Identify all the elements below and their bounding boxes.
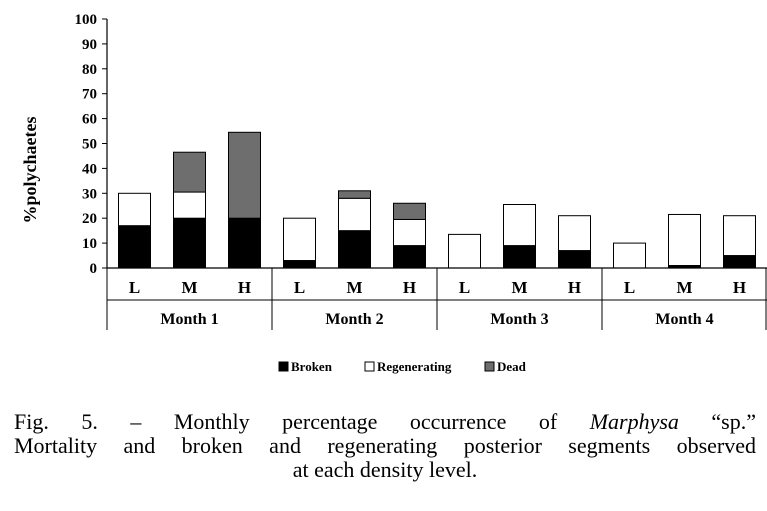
bar-segment-dead [338,190,371,199]
bar-segment-broken [118,225,151,269]
bar-segment-broken [173,217,206,269]
bar-segment-dead [228,131,261,219]
bar-segment-regenerating [723,215,756,257]
x-tick-label: H [238,278,251,297]
y-tick-label: 40 [82,161,97,177]
caption-text: Fig. 5. – Monthly percentage occurrence … [14,409,590,434]
bar-segment-dead [173,151,206,193]
y-tick-label: 20 [82,211,97,227]
bar-segment-regenerating [338,197,371,232]
bar-segment-broken [558,250,591,269]
bar-segment-regenerating [393,218,426,247]
legend: Broken Regenerating Dead [278,359,527,374]
x-tick-label: H [403,278,416,297]
bar-segment-dead [393,202,426,220]
bar-segment-broken [503,245,536,269]
bar-segment-regenerating [503,204,536,247]
legend-label: Broken [291,359,333,374]
y-axis-label: %polychaetes [20,117,40,224]
x-group-label: Month 3 [490,311,548,328]
bar-segment-regenerating [448,233,481,269]
x-tick-label: M [181,278,197,297]
y-tick-label: 90 [82,37,97,53]
y-tick-label: 80 [82,62,97,78]
legend-swatch-dead [484,361,495,372]
caption-text: “sp.” [678,409,756,434]
x-tick-label: L [129,278,140,297]
legend-swatch-regenerating [364,361,375,372]
bar-segment-regenerating [173,191,206,219]
legend-swatch-broken [278,361,289,372]
x-tick-label: M [346,278,362,297]
y-tick-label: 30 [82,186,97,202]
bar-segment-regenerating [118,192,151,227]
x-tick-label: L [624,278,635,297]
x-group-label: Month 4 [655,311,713,328]
x-tick-label: L [459,278,470,297]
bar-segment-regenerating [558,215,591,252]
y-axis: 0 10 20 30 40 50 60 70 80 90 100 [75,12,108,277]
x-tick-label: H [568,278,581,297]
bar-segment-broken [283,260,316,269]
legend-label: Regenerating [377,359,452,374]
caption-species: Marphysa [589,409,679,434]
caption-line-2: Mortality and broken and regenerating po… [14,433,756,458]
y-tick-label: 10 [82,236,97,252]
bar-segment-broken [228,217,261,269]
bar-segment-broken [723,255,756,269]
stacked-bar-chart: 0 10 20 30 40 50 60 70 80 90 100 L M H L M H L M H L M H Month… [20,12,767,374]
bars [118,131,756,269]
x-tick-label: M [511,278,527,297]
x-tick-label: M [676,278,692,297]
bar-segment-broken [338,230,371,269]
x-group-label: Month 2 [325,311,383,328]
bar-segment-broken [393,245,426,269]
y-tick-label: 100 [75,12,98,28]
figure-caption: Fig. 5. – Monthly percentage occurrence … [14,410,756,482]
y-tick-label: 50 [82,137,97,153]
legend-label: Dead [497,359,527,374]
y-tick-label: 0 [90,261,98,277]
x-group-label: Month 1 [160,311,218,328]
caption-line-3: at each density level. [292,457,478,482]
bar-segment-regenerating [283,217,316,262]
x-axis: L M H L M H L M H L M H Month 1 Month 2 Month 3 Month 4 [106,267,767,330]
bar-segment-regenerating [613,242,646,269]
y-tick-label: 60 [82,112,97,128]
bar-segment-regenerating [668,213,701,267]
x-tick-label: H [733,278,746,297]
x-tick-label: L [294,278,305,297]
caption-line-1: Fig. 5. – Monthly percentage occurrence … [14,410,756,434]
y-tick-label: 70 [82,87,97,103]
